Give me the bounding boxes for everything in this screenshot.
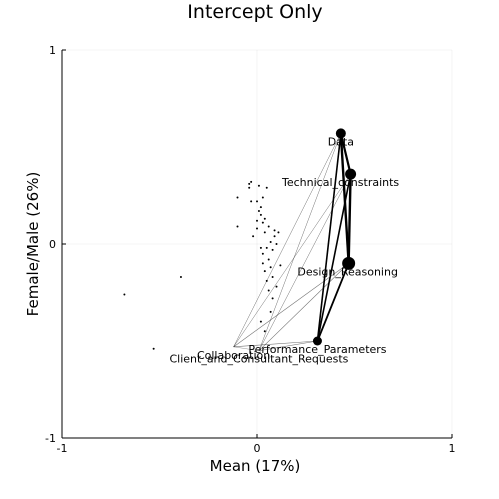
- edges: [233, 133, 352, 351]
- network-edge: [347, 174, 352, 264]
- node-label: Technical_constraints: [281, 176, 399, 189]
- grid: [61, 49, 453, 439]
- data-point: [250, 180, 253, 183]
- network-edge: [316, 174, 352, 342]
- data-point: [263, 270, 266, 273]
- network-edge: [233, 133, 342, 347]
- data-point: [236, 196, 239, 199]
- node-marker: [312, 336, 322, 346]
- network-edge: [316, 263, 350, 342]
- network-edge: [233, 174, 351, 347]
- data-point: [152, 347, 155, 350]
- data-point: [256, 200, 258, 203]
- data-point: [236, 225, 239, 228]
- data-point: [257, 210, 260, 213]
- network-edge: [339, 133, 352, 175]
- data-point: [265, 186, 268, 189]
- network-edge: [316, 133, 342, 342]
- data-point: [248, 182, 251, 185]
- y-tick-label: 1: [49, 44, 56, 57]
- data-point: [123, 293, 126, 296]
- data-point: [248, 186, 251, 189]
- node-label: Performance_Parameters: [248, 343, 386, 356]
- data-point: [265, 246, 268, 249]
- data-point: [256, 227, 258, 230]
- data-point: [271, 248, 274, 251]
- data-point: [261, 221, 264, 224]
- data-point: [250, 200, 253, 203]
- data-point: [259, 206, 262, 209]
- node-label: Client_and_Consultant_Requests: [169, 353, 348, 366]
- data-point: [269, 241, 272, 244]
- data-point: [269, 266, 272, 269]
- network-edge: [233, 346, 259, 351]
- data-point: [263, 217, 266, 220]
- data-point: [261, 196, 264, 199]
- data-point: [279, 264, 282, 267]
- data-point: [261, 252, 264, 255]
- data-point: [277, 231, 280, 234]
- x-tick-label: -1: [57, 442, 68, 455]
- node-label: Collaboration: [197, 349, 270, 362]
- data-point: [256, 219, 258, 222]
- data-point: [271, 297, 274, 300]
- data-point: [265, 279, 268, 282]
- y-axis-label: Female/Male (26%): [24, 172, 42, 317]
- data-point: [267, 258, 270, 261]
- chart-title: Intercept Only: [187, 1, 322, 23]
- network-edge: [258, 174, 351, 351]
- data-point: [252, 235, 255, 238]
- data-point: [259, 320, 262, 323]
- x-tick-label: 1: [449, 442, 456, 455]
- data-point: [179, 275, 182, 278]
- data-point: [267, 289, 270, 292]
- network-edge: [339, 133, 350, 264]
- x-axis-label: Mean (17%): [210, 457, 301, 475]
- network-edge: [258, 340, 318, 351]
- data-point: [275, 243, 278, 245]
- data-point: [273, 235, 276, 238]
- network-edge: [233, 340, 318, 348]
- data-point: [271, 275, 274, 278]
- nodes: [312, 128, 357, 346]
- y-tick-label: -1: [45, 432, 56, 445]
- data-point: [269, 310, 272, 313]
- data-point: [263, 330, 266, 333]
- network-edge: [233, 263, 349, 348]
- data-point: [275, 285, 278, 288]
- data-point: [263, 231, 266, 234]
- data-point: [273, 229, 276, 232]
- network-edge: [258, 263, 349, 351]
- data-point: [257, 184, 260, 187]
- node-marker: [335, 128, 346, 139]
- node-label: Design_Reasoning: [297, 265, 398, 278]
- node-marker: [345, 168, 357, 180]
- ticks: -1 0 1 -1 0 1: [45, 44, 455, 455]
- data-point: [259, 246, 262, 249]
- network-edge: [258, 133, 342, 351]
- node-marker: [342, 256, 356, 270]
- node-labels: Data Technical_constraints Design_Reasonin…: [169, 135, 399, 365]
- data-point: [261, 262, 264, 265]
- node-label: Data: [328, 135, 354, 148]
- data-point: [259, 213, 262, 216]
- y-tick-label: 0: [49, 238, 56, 251]
- data-point: [267, 225, 270, 228]
- x-tick-label: 0: [254, 442, 261, 455]
- small-points: [123, 180, 282, 350]
